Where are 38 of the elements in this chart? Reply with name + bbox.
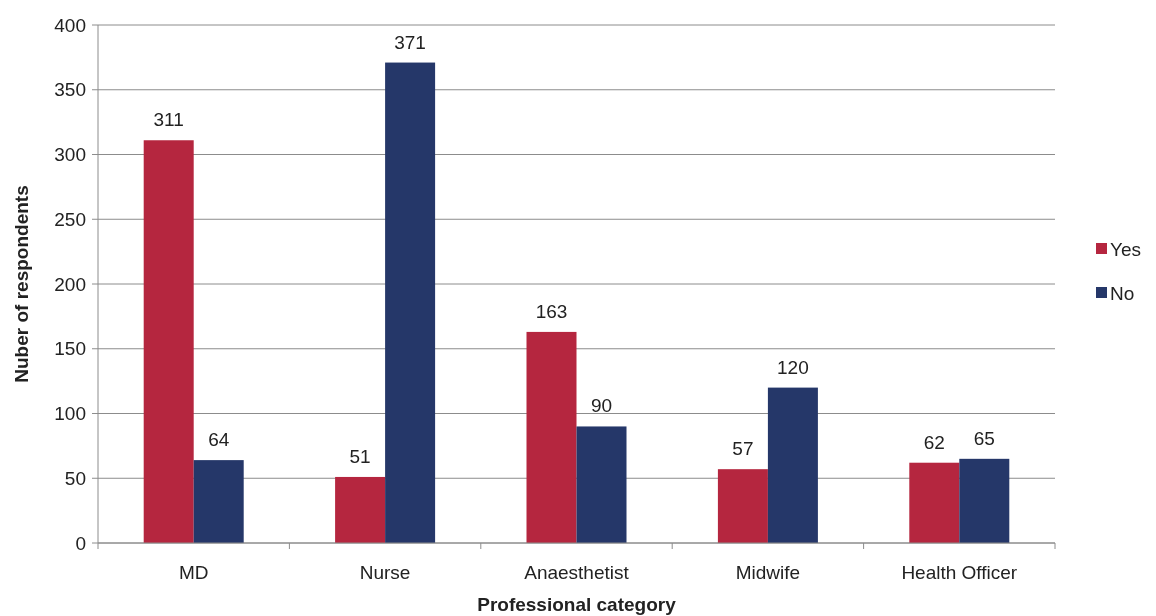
y-tick-label: 100	[54, 403, 86, 425]
bar	[909, 462, 960, 543]
bar	[385, 62, 436, 543]
bar	[335, 476, 386, 543]
data-label: 62	[923, 431, 945, 453]
data-label: 57	[732, 438, 754, 460]
bar	[193, 460, 244, 543]
bar	[526, 331, 577, 543]
y-axis-title: Nuber of respondents	[11, 185, 32, 383]
bar	[576, 426, 627, 543]
data-label: 64	[208, 429, 230, 451]
legend-label: Yes	[1110, 238, 1141, 260]
x-tick-label: Nurse	[359, 562, 411, 583]
bar	[143, 140, 194, 543]
x-axis-title: Professional category	[477, 594, 677, 615]
y-tick-label: 250	[54, 208, 86, 230]
y-tick-label: 300	[54, 144, 86, 166]
data-label: 311	[153, 109, 184, 131]
bar	[959, 458, 1010, 543]
data-label: 51	[349, 445, 371, 467]
data-label: 90	[590, 395, 613, 417]
y-tick-label: 200	[54, 273, 86, 295]
x-tick-label: Anaesthetist	[524, 562, 630, 583]
y-tick-label: 0	[75, 532, 86, 554]
y-tick-label: 400	[54, 14, 86, 36]
data-label: 65	[973, 427, 995, 449]
bar	[717, 469, 768, 543]
data-label: 120	[777, 356, 809, 378]
legend-label: No	[1110, 282, 1135, 304]
x-tick-label: Health Officer	[901, 562, 1018, 583]
bar	[767, 387, 818, 543]
data-label: 371	[394, 31, 426, 53]
x-tick-label: MD	[178, 562, 209, 583]
data-label: 163	[535, 300, 568, 322]
y-tick-label: 350	[54, 79, 86, 101]
x-tick-label: Midwife	[735, 562, 801, 583]
y-tick-label: 50	[64, 467, 86, 489]
y-tick-label: 150	[54, 338, 86, 360]
